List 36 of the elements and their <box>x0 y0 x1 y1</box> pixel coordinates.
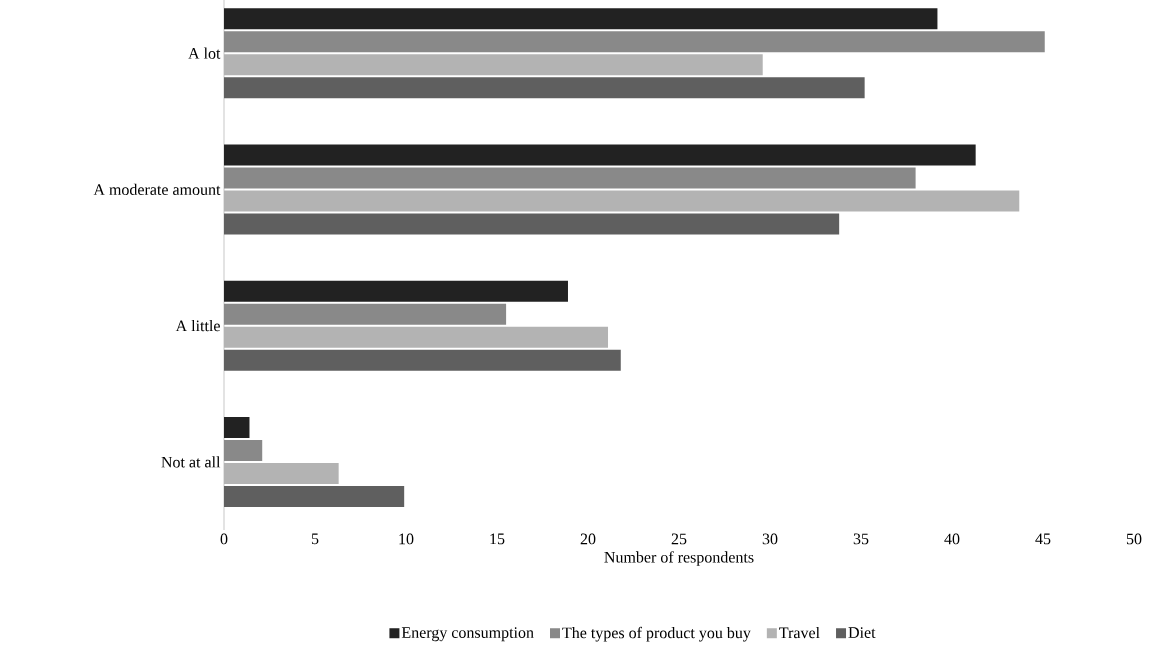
bar <box>224 190 1020 212</box>
bar <box>224 416 250 438</box>
y-tick-label: A moderate amount <box>93 183 221 196</box>
bar <box>224 31 1045 53</box>
y-tick-label: A little <box>175 320 220 332</box>
bar <box>224 144 976 166</box>
y-tick-label: Not at all <box>161 456 221 468</box>
x-tick-label: 35 <box>853 533 869 545</box>
x-tick-label: 50 <box>1126 533 1142 545</box>
x-tick-label: 0 <box>220 533 228 545</box>
bar <box>224 167 916 189</box>
bar <box>224 77 865 99</box>
y-tick-label: A lot <box>188 47 221 59</box>
x-tick-label: 30 <box>762 533 778 545</box>
bar <box>224 349 621 371</box>
bar <box>224 280 568 302</box>
bar <box>224 439 263 461</box>
bar <box>224 303 507 325</box>
legend-label: Diet <box>848 627 876 638</box>
legend-label: Travel <box>779 626 820 639</box>
bar <box>224 485 405 507</box>
bar <box>224 213 840 235</box>
bar <box>224 462 339 484</box>
x-tick-label: 45 <box>1035 533 1051 545</box>
bar <box>224 326 609 348</box>
bar <box>224 54 763 76</box>
x-tick-label: 15 <box>490 533 505 545</box>
x-tick-label: 40 <box>944 533 960 545</box>
legend-label: Energy consumption <box>401 627 534 642</box>
x-tick-label: 20 <box>580 533 596 545</box>
x-axis-title: Number of respondents <box>604 551 754 566</box>
x-tick-label: 10 <box>399 533 414 545</box>
legend-label: The types of product you buy <box>562 626 751 642</box>
x-tick-label: 25 <box>671 533 687 545</box>
x-tick-label: 5 <box>311 533 319 545</box>
bar <box>224 8 938 30</box>
